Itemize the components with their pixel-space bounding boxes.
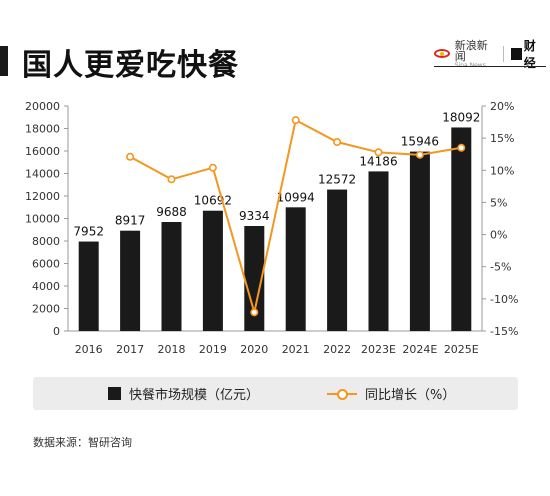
finance-logo-icon xyxy=(510,48,522,60)
right-tick-label: -10% xyxy=(490,293,518,306)
right-tick-label: 15% xyxy=(490,132,514,145)
x-tick-label: 2021 xyxy=(282,343,310,356)
legend-item-line: 同比增长（%） xyxy=(327,377,455,410)
left-tick-label: 16000 xyxy=(25,145,60,158)
bar xyxy=(161,222,182,331)
left-tick-label: 20000 xyxy=(25,100,60,113)
bar xyxy=(451,127,472,331)
x-tick-label: 2018 xyxy=(158,343,186,356)
growth-point xyxy=(415,150,424,159)
bar xyxy=(202,210,223,331)
x-tick-label: 2022 xyxy=(323,343,351,356)
bar-value-label: 8917 xyxy=(115,214,146,228)
growth-point xyxy=(333,138,342,147)
right-tick-label: 20% xyxy=(490,100,514,113)
right-tick-label: 0% xyxy=(490,229,507,242)
legend-line-swatch xyxy=(327,388,357,400)
brand-separator xyxy=(502,46,504,62)
left-tick-label: 0 xyxy=(53,325,60,338)
growth-point xyxy=(167,175,176,184)
right-tick-label: 5% xyxy=(490,196,507,209)
brand-sub: Sina News xyxy=(454,61,486,69)
title-accent-bar xyxy=(0,46,8,76)
legend-line-label: 同比增长（%） xyxy=(365,388,456,403)
brand-text: 新浪新闻 Sina News xyxy=(455,40,496,69)
bar-value-label: 15946 xyxy=(401,135,439,149)
combo-chart: 0 2000 4000 6000 8000 10000 12000 14000 16000 180… xyxy=(25,100,518,356)
left-tick-label: 8000 xyxy=(32,235,60,248)
legend-item-bar: 快餐市场规模（亿元） xyxy=(108,377,259,410)
growth-point xyxy=(291,116,300,125)
bar-value-label: 12572 xyxy=(318,173,356,187)
bar-value-label: 7952 xyxy=(73,225,104,239)
growth-point xyxy=(126,152,135,161)
x-tick-label: 2020 xyxy=(240,343,268,356)
growth-point xyxy=(457,143,466,152)
left-tick-label: 18000 xyxy=(25,123,60,136)
growth-point xyxy=(208,163,217,172)
bar-value-label: 9688 xyxy=(156,205,187,219)
chart-legend: 快餐市场规模（亿元） 同比增长（%） xyxy=(33,377,518,410)
bar xyxy=(120,230,141,331)
left-tick-label: 10000 xyxy=(25,213,60,226)
data-source: 数据来源：智研咨询 xyxy=(33,436,132,449)
x-tick-label: 2025E xyxy=(444,343,479,356)
left-tick-label: 4000 xyxy=(32,280,60,293)
left-tick-label: 6000 xyxy=(32,258,60,271)
page-title: 国人更爱吃快餐 xyxy=(22,48,239,83)
x-tick-label: 2019 xyxy=(199,343,227,356)
bar xyxy=(368,171,389,331)
x-tick-label: 2024E xyxy=(402,343,437,356)
legend-bar-label: 快餐市场规模（亿元） xyxy=(129,388,260,403)
bar-value-label: 10994 xyxy=(277,190,315,204)
bar xyxy=(78,241,99,331)
left-tick-label: 12000 xyxy=(25,190,60,203)
brand-underline xyxy=(434,66,546,67)
left-tick-label: 14000 xyxy=(25,168,60,181)
bar xyxy=(327,189,348,331)
sina-eye-icon xyxy=(434,48,451,60)
right-tick-label: 10% xyxy=(490,164,514,177)
bar-value-label: 9334 xyxy=(239,209,270,223)
left-tick-label: 2000 xyxy=(32,303,60,316)
right-tick-label: -15% xyxy=(490,325,518,338)
bar-value-label: 14186 xyxy=(359,154,397,168)
bar-value-label: 18092 xyxy=(442,110,480,124)
growth-point xyxy=(374,148,383,157)
bar xyxy=(409,151,430,331)
legend-bar-swatch xyxy=(108,387,121,400)
brand-name: 新浪新闻 xyxy=(454,38,488,63)
bar xyxy=(244,225,265,331)
bar-value-label: 10692 xyxy=(194,194,232,208)
bar xyxy=(285,207,306,331)
right-tick-label: -5% xyxy=(490,261,511,274)
x-tick-label: 2017 xyxy=(116,343,144,356)
x-tick-label: 2023E xyxy=(361,343,396,356)
growth-point xyxy=(250,308,259,317)
x-tick-label: 2016 xyxy=(75,343,103,356)
